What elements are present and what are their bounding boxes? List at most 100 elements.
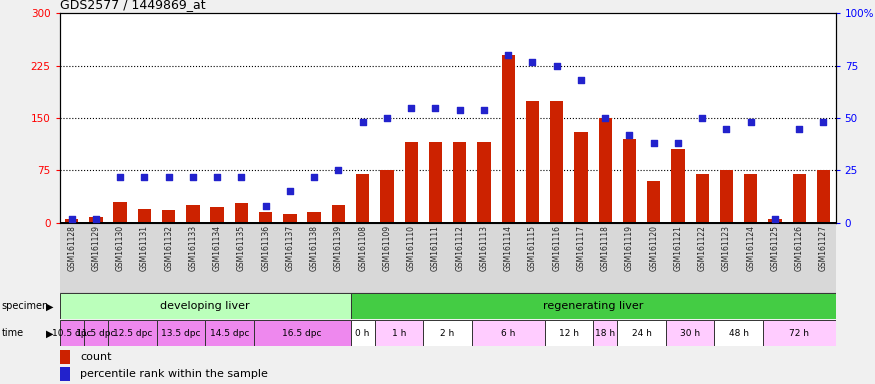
- Text: time: time: [2, 328, 24, 338]
- Text: ▶: ▶: [46, 301, 53, 311]
- Bar: [211, 207, 224, 223]
- Point: [162, 174, 176, 180]
- Text: GSM161116: GSM161116: [552, 225, 561, 271]
- Text: GSM161137: GSM161137: [285, 225, 294, 271]
- Bar: [114, 202, 127, 223]
- Text: 1 h: 1 h: [392, 329, 406, 338]
- Point: [234, 174, 248, 180]
- Text: GSM161113: GSM161113: [480, 225, 488, 271]
- Point: [647, 140, 661, 146]
- Text: GSM161121: GSM161121: [674, 225, 682, 271]
- Text: GSM161139: GSM161139: [334, 225, 343, 271]
- Text: GSM161136: GSM161136: [261, 225, 270, 271]
- Point: [283, 188, 297, 194]
- Bar: [671, 149, 684, 223]
- Point: [526, 58, 540, 65]
- Bar: [234, 203, 248, 223]
- Bar: [162, 210, 175, 223]
- Bar: [60, 367, 70, 381]
- Text: GSM161132: GSM161132: [164, 225, 173, 271]
- Bar: [186, 205, 200, 223]
- Bar: [381, 170, 394, 223]
- Bar: [550, 101, 564, 223]
- Point: [186, 174, 200, 180]
- Point: [65, 215, 79, 222]
- Bar: [356, 174, 369, 223]
- Bar: [817, 170, 830, 223]
- Text: GSM161120: GSM161120: [649, 225, 658, 271]
- Bar: [374, 320, 424, 346]
- Point: [792, 126, 806, 132]
- Bar: [477, 142, 491, 223]
- Bar: [574, 132, 588, 223]
- Bar: [666, 320, 714, 346]
- Text: GSM161111: GSM161111: [430, 225, 440, 271]
- Bar: [793, 174, 806, 223]
- Text: 12 h: 12 h: [559, 329, 579, 338]
- Bar: [593, 320, 618, 346]
- Bar: [763, 320, 836, 346]
- Text: GSM161109: GSM161109: [382, 225, 391, 271]
- Point: [332, 167, 346, 174]
- Bar: [60, 293, 351, 319]
- Point: [210, 174, 224, 180]
- Text: GSM161108: GSM161108: [358, 225, 368, 271]
- Point: [501, 52, 515, 58]
- Bar: [259, 212, 272, 223]
- Text: GSM161130: GSM161130: [116, 225, 124, 271]
- Text: GDS2577 / 1449869_at: GDS2577 / 1449869_at: [60, 0, 205, 11]
- Text: 11.5 dpc: 11.5 dpc: [76, 329, 116, 338]
- Point: [355, 119, 369, 125]
- Text: GSM161117: GSM161117: [577, 225, 585, 271]
- Text: GSM161133: GSM161133: [188, 225, 198, 271]
- Point: [598, 115, 612, 121]
- Bar: [89, 217, 102, 223]
- Point: [404, 104, 418, 111]
- Text: GSM161129: GSM161129: [91, 225, 101, 271]
- Point: [477, 107, 491, 113]
- Bar: [157, 320, 205, 346]
- Text: GSM161124: GSM161124: [746, 225, 755, 271]
- Text: 6 h: 6 h: [501, 329, 515, 338]
- Bar: [647, 181, 661, 223]
- Text: 48 h: 48 h: [729, 329, 749, 338]
- Point: [113, 174, 127, 180]
- Bar: [332, 205, 345, 223]
- Text: GSM161125: GSM161125: [771, 225, 780, 271]
- Bar: [720, 170, 733, 223]
- Text: GSM161115: GSM161115: [528, 225, 537, 271]
- Bar: [744, 174, 758, 223]
- Text: specimen: specimen: [2, 301, 49, 311]
- Bar: [351, 293, 836, 319]
- Bar: [424, 320, 472, 346]
- Bar: [429, 142, 442, 223]
- Text: GSM161112: GSM161112: [455, 225, 465, 271]
- Text: GSM161119: GSM161119: [625, 225, 634, 271]
- Text: 13.5 dpc: 13.5 dpc: [161, 329, 200, 338]
- Bar: [284, 214, 297, 223]
- Bar: [501, 55, 514, 223]
- Text: 72 h: 72 h: [789, 329, 809, 338]
- Bar: [351, 320, 374, 346]
- Bar: [60, 350, 70, 364]
- Point: [259, 203, 273, 209]
- Point: [452, 107, 466, 113]
- Bar: [108, 320, 157, 346]
- Text: 24 h: 24 h: [632, 329, 652, 338]
- Text: 12.5 dpc: 12.5 dpc: [113, 329, 152, 338]
- Point: [550, 63, 564, 69]
- Text: GSM161127: GSM161127: [819, 225, 828, 271]
- Text: 30 h: 30 h: [680, 329, 700, 338]
- Text: 14.5 dpc: 14.5 dpc: [210, 329, 249, 338]
- Point: [768, 215, 782, 222]
- Point: [696, 115, 710, 121]
- Point: [429, 104, 443, 111]
- Bar: [768, 219, 781, 223]
- Text: GSM161135: GSM161135: [237, 225, 246, 271]
- Text: 16.5 dpc: 16.5 dpc: [283, 329, 322, 338]
- Text: ▶: ▶: [46, 328, 53, 338]
- Bar: [598, 118, 612, 223]
- Text: GSM161134: GSM161134: [213, 225, 221, 271]
- Text: 18 h: 18 h: [595, 329, 615, 338]
- Text: GSM161118: GSM161118: [601, 225, 610, 271]
